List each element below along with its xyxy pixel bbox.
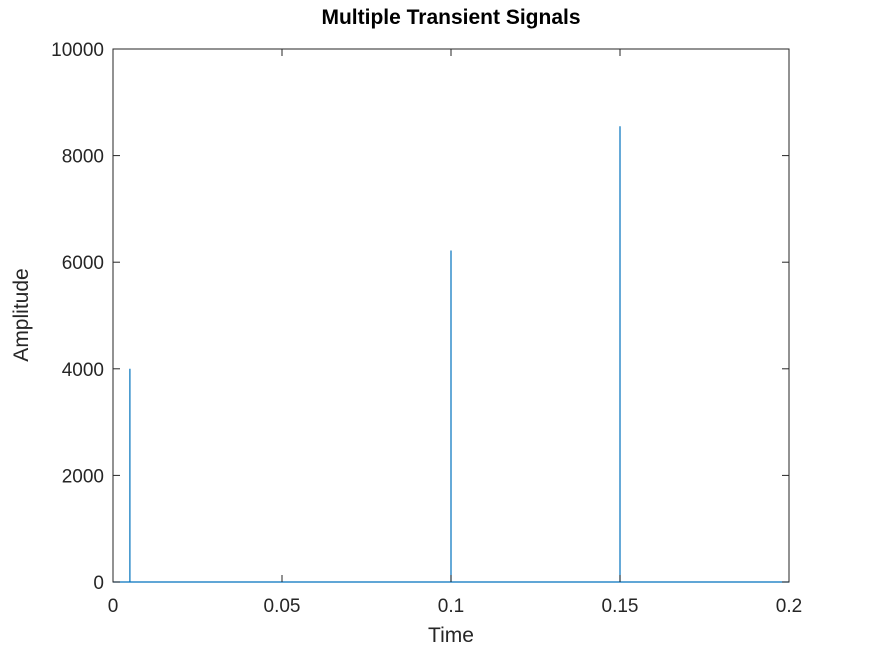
x-tick-label: 0.05 (264, 596, 301, 617)
series-line-0 (113, 126, 789, 583)
y-tick-label: 4000 (62, 360, 104, 381)
y-tick-label: 10000 (51, 40, 104, 61)
y-tick-label: 0 (93, 573, 104, 594)
y-axis-label: Amplitude (10, 268, 33, 361)
chart-title: Multiple Transient Signals (321, 6, 580, 29)
x-tick-label: 0 (108, 596, 119, 617)
x-axis-label: Time (428, 624, 474, 647)
y-tick-label: 2000 (62, 466, 104, 487)
x-tick-label: 0.15 (602, 596, 639, 617)
x-tick-label: 0.1 (438, 596, 464, 617)
x-tick-label: 0.2 (776, 596, 802, 617)
plot-area: 0 0.05 0.1 0.15 0.2 0 2000 4000 6000 8000 10000 (51, 40, 802, 617)
y-tick-label: 6000 (62, 253, 104, 274)
y-tick-label: 8000 (62, 147, 104, 168)
